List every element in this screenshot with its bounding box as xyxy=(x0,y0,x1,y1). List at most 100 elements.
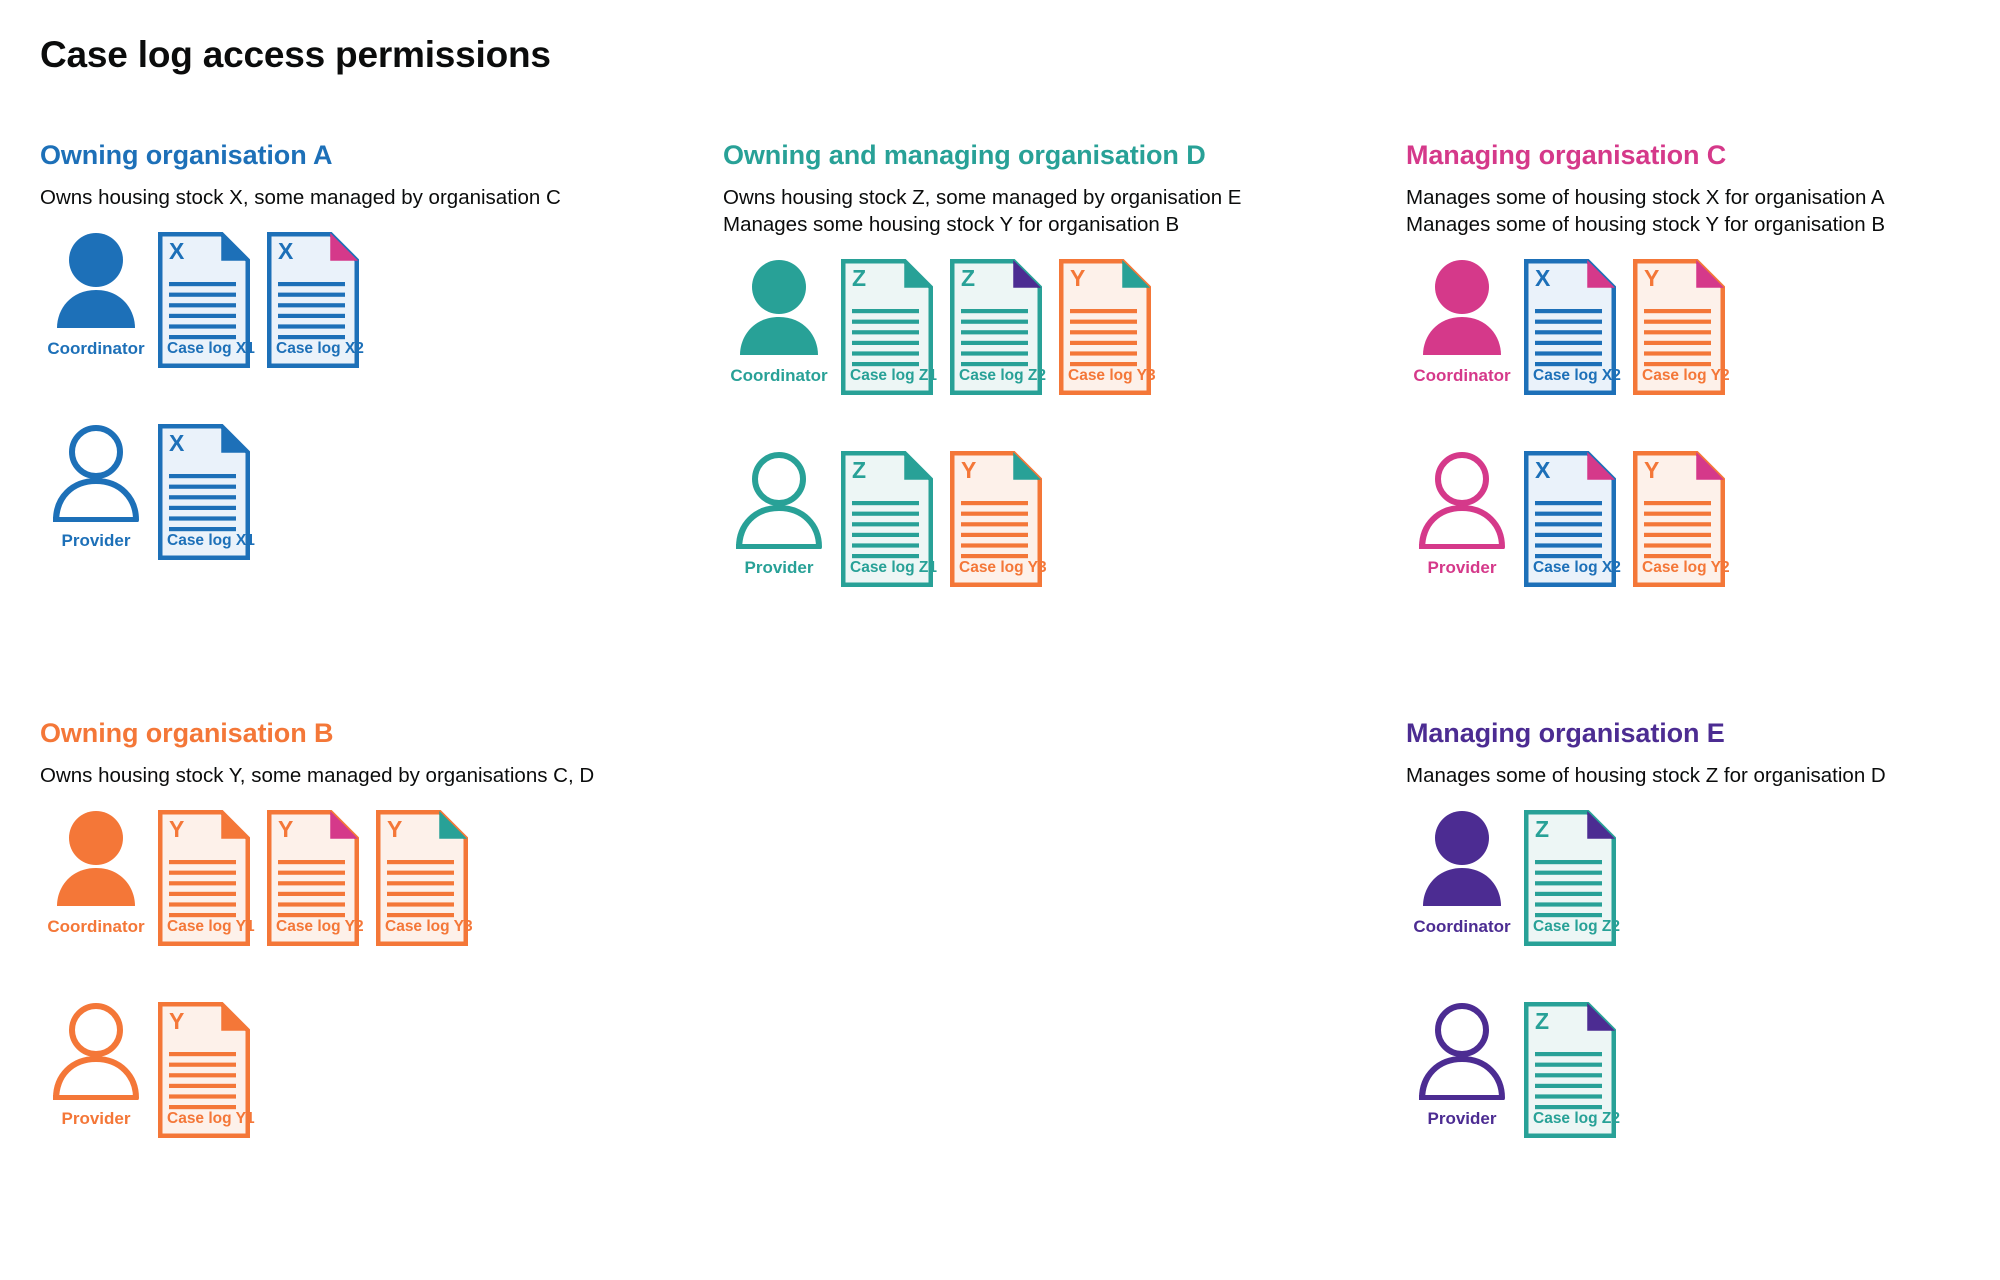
document-stock-letter: Y xyxy=(961,457,977,483)
section-org-b: Owning organisation B Owns housing stock … xyxy=(40,718,594,789)
provider-user-icon: Provider xyxy=(1400,451,1524,578)
case-log-document[interactable]: Y Case log Y3 xyxy=(1059,259,1156,395)
access-row-provider: Provider Y Case log Y1 xyxy=(34,1002,255,1138)
description-line: Manages some of housing stock Y for orga… xyxy=(1406,213,1885,237)
description-line: Owns housing stock Z, some managed by or… xyxy=(723,186,1242,209)
description-line: Manages some of housing stock Z for orga… xyxy=(1406,764,1886,787)
document-stock-letter: Z xyxy=(961,265,976,291)
case-log-document[interactable]: X Case log X2 xyxy=(267,232,364,368)
document-stock-letter: Z xyxy=(852,265,867,291)
document-strip: X Case log X2 Y Case log Y2 xyxy=(1524,451,1730,587)
case-log-document[interactable]: Y Case log Y2 xyxy=(267,810,364,946)
provider-user-icon: Provider xyxy=(1400,1002,1524,1129)
section-org-e: Managing organisation E Manages some of h… xyxy=(1406,718,1886,789)
document-caption: Case log Y1 xyxy=(167,1109,255,1127)
case-log-document[interactable]: Z Case log Z2 xyxy=(1524,810,1620,946)
section-description: Owns housing stock Z, some managed by or… xyxy=(723,184,1241,239)
case-log-document[interactable]: Y Case log Y1 xyxy=(158,810,255,946)
document-strip: Z Case log Z2 xyxy=(1524,810,1620,946)
case-log-document[interactable]: X Case log X2 xyxy=(1524,451,1621,587)
coordinator-user-icon: Coordinator xyxy=(34,232,158,359)
coordinator-user-icon: Coordinator xyxy=(34,810,158,937)
access-row-coordinator: Coordinator X Case log X2 Y Case log Y2 xyxy=(1400,259,1730,395)
case-log-document[interactable]: Z Case log Z1 xyxy=(841,259,937,395)
document-caption: Case log Z1 xyxy=(850,558,937,576)
document-stock-letter: Y xyxy=(1644,265,1660,291)
document-stock-letter: Y xyxy=(1070,265,1086,291)
document-stock-letter: Y xyxy=(1644,457,1660,483)
coordinator-user-icon: Coordinator xyxy=(1400,810,1524,937)
case-log-document[interactable]: X Case log X1 xyxy=(158,232,255,368)
provider-user-icon: Provider xyxy=(34,1002,158,1129)
document-caption: Case log X2 xyxy=(1533,366,1621,384)
document-stock-letter: Y xyxy=(387,816,403,842)
case-log-document[interactable]: X Case log X1 xyxy=(158,424,255,560)
document-caption: Case log Z2 xyxy=(1533,1109,1620,1127)
section-description: Manages some of housing stock Z for orga… xyxy=(1406,762,1886,789)
coordinator-user-icon: Coordinator xyxy=(717,259,841,386)
provider-label: Provider xyxy=(61,1109,131,1128)
access-row-coordinator: Coordinator Y Case log Y1 Y Case log Y2 Y Case… xyxy=(34,810,473,946)
access-row-coordinator: Coordinator Z Case log Z2 xyxy=(1400,810,1620,946)
section-org-a: Owning organisation A Owns housing stock … xyxy=(40,140,561,211)
case-log-document[interactable]: Z Case log Z2 xyxy=(1524,1002,1620,1138)
document-caption: Case log Z2 xyxy=(959,366,1046,384)
document-caption: Case log X1 xyxy=(167,339,255,357)
document-strip: Y Case log Y1 Y Case log Y2 Y Case log Y3 xyxy=(158,810,473,946)
access-row-provider: Provider Z Case log Z2 xyxy=(1400,1002,1620,1138)
document-caption: Case log Y2 xyxy=(276,917,364,935)
document-caption: Case log X2 xyxy=(1533,558,1621,576)
document-caption: Case log Y2 xyxy=(1642,558,1730,576)
coordinator-label: Coordinator xyxy=(47,339,145,358)
document-stock-letter: Y xyxy=(278,816,294,842)
document-caption: Case log Y1 xyxy=(167,917,255,935)
section-description: Owns housing stock Y, some managed by or… xyxy=(40,762,594,789)
case-log-document[interactable]: Y Case log Y2 xyxy=(1633,451,1730,587)
document-stock-letter: X xyxy=(169,430,185,456)
access-row-provider: Provider X Case log X2 Y Case log Y2 xyxy=(1400,451,1730,587)
section-heading: Managing organisation C xyxy=(1406,140,1727,170)
provider-user-icon: Provider xyxy=(717,451,841,578)
coordinator-label: Coordinator xyxy=(1413,366,1511,385)
provider-label: Provider xyxy=(61,531,131,550)
document-strip: X Case log X2 Y Case log Y2 xyxy=(1524,259,1730,395)
coordinator-user-icon: Coordinator xyxy=(1400,259,1524,386)
document-stock-letter: X xyxy=(1535,457,1551,483)
section-description: Owns housing stock X, some managed by or… xyxy=(40,184,561,211)
access-row-provider: Provider Z Case log Z1 Y Case log Y3 xyxy=(717,451,1047,587)
document-caption: Case log Z2 xyxy=(1533,917,1620,935)
section-heading: Owning and managing organisation D xyxy=(723,140,1206,170)
section-description: Manages some of housing stock X for orga… xyxy=(1406,184,1885,239)
coordinator-label: Coordinator xyxy=(47,917,145,936)
case-log-document[interactable]: Y Case log Y3 xyxy=(950,451,1047,587)
provider-user-icon: Provider xyxy=(34,424,158,551)
provider-label: Provider xyxy=(744,558,814,577)
section-org-c: Managing organisation C Manages some of h… xyxy=(1406,140,1885,239)
description-line: Manages some of housing stock X for orga… xyxy=(1406,186,1885,209)
coordinator-label: Coordinator xyxy=(1413,917,1511,936)
case-log-document[interactable]: Z Case log Z1 xyxy=(841,451,937,587)
document-stock-letter: Z xyxy=(1535,816,1550,842)
description-line: Owns housing stock X, some managed by or… xyxy=(40,186,561,209)
case-log-document[interactable]: Y Case log Y1 xyxy=(158,1002,255,1138)
description-line: Manages some housing stock Y for organis… xyxy=(723,213,1180,237)
section-heading: Managing organisation E xyxy=(1406,718,1725,748)
case-log-document[interactable]: Y Case log Y3 xyxy=(376,810,473,946)
provider-label: Provider xyxy=(1427,558,1497,577)
case-log-document[interactable]: Y Case log Y2 xyxy=(1633,259,1730,395)
document-strip: Z Case log Z1 Z Case log Z2 Y Case log Y3 xyxy=(841,259,1156,395)
document-stock-letter: X xyxy=(169,238,185,264)
case-log-document[interactable]: Z Case log Z2 xyxy=(950,259,1046,395)
section-org-d: Owning and managing organisation D Owns h… xyxy=(723,140,1241,239)
document-caption: Case log Y2 xyxy=(1642,366,1730,384)
document-stock-letter: X xyxy=(278,238,294,264)
document-caption: Case log X1 xyxy=(167,531,255,549)
access-row-coordinator: Coordinator Z Case log Z1 Z Case log Z2 Y Case… xyxy=(717,259,1156,395)
document-caption: Case log Y3 xyxy=(1068,366,1156,384)
document-caption: Case log X2 xyxy=(276,339,364,357)
document-strip: X Case log X1 xyxy=(158,424,255,560)
description-line: Owns housing stock Y, some managed by or… xyxy=(40,764,595,787)
document-caption: Case log Y3 xyxy=(959,558,1047,576)
case-log-document[interactable]: X Case log X2 xyxy=(1524,259,1621,395)
